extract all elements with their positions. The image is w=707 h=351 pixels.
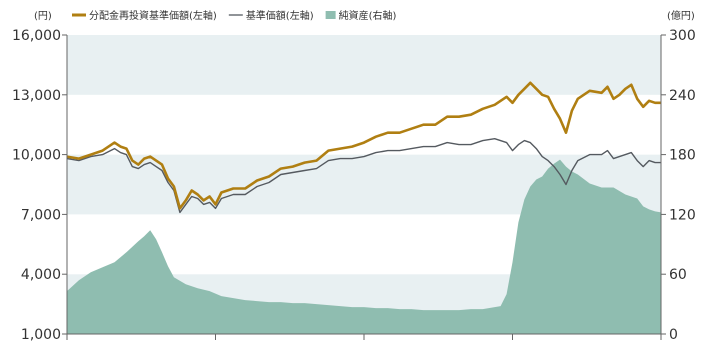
nav-line bbox=[66, 138, 661, 214]
legend-label: 基準価額(左軸) bbox=[246, 9, 314, 22]
reinvested-nav-line bbox=[66, 81, 661, 210]
left-tick-label: 13,000 bbox=[12, 88, 61, 104]
left-tick-label: 1,000 bbox=[21, 327, 61, 343]
legend: 分配金再投資基準価額(左軸) 基準価額(左軸) 純資産(右軸) bbox=[72, 9, 397, 22]
legend-label: 純資産(右軸) bbox=[339, 9, 397, 22]
background-band bbox=[67, 35, 661, 95]
left-tick-label: 4,000 bbox=[21, 267, 61, 283]
left-unit-label: (円) bbox=[34, 11, 52, 22]
right-tick-label: 240 bbox=[669, 88, 696, 104]
net-assets-area-layer bbox=[67, 159, 661, 334]
net-assets-area bbox=[67, 159, 661, 334]
right-tick-label: 300 bbox=[669, 28, 696, 44]
left-tick-label: 7,000 bbox=[21, 207, 61, 223]
legend-label: 分配金再投資基準価額(左軸) bbox=[89, 9, 217, 22]
right-tick-label: 60 bbox=[669, 267, 687, 283]
right-unit-label: (億円) bbox=[667, 9, 695, 22]
left-tick-label: 10,000 bbox=[12, 148, 61, 164]
right-tick-label: 0 bbox=[669, 327, 678, 343]
axes: 1,000 4,000 7,000 10,000 13,000 16,000 0 60 120 1… bbox=[12, 9, 696, 343]
legend-swatch-net-assets bbox=[325, 11, 336, 19]
left-tick-label: 16,000 bbox=[12, 28, 61, 44]
right-tick-label: 120 bbox=[669, 207, 696, 223]
price-lines-layer bbox=[66, 81, 661, 214]
right-tick-label: 180 bbox=[669, 148, 696, 164]
background-band bbox=[67, 94, 661, 155]
